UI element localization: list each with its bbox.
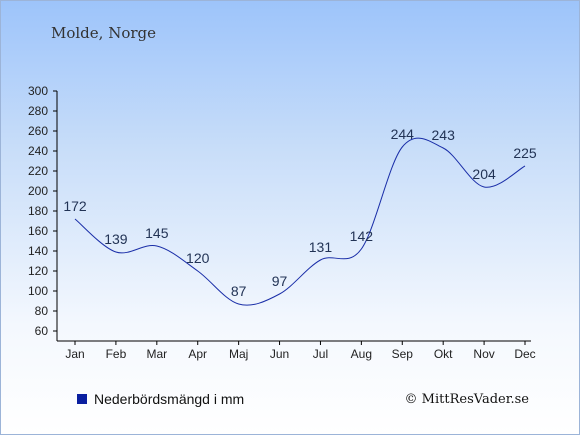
x-tick-label: Maj	[229, 347, 248, 361]
x-tick-label: Feb	[106, 347, 127, 361]
data-label: 139	[104, 231, 128, 247]
series-line	[74, 137, 526, 306]
y-tick-label: 100	[28, 284, 48, 298]
data-labels: 172 139 145 120 87 97 131 142 244 243 204 225	[63, 126, 537, 299]
data-label: 120	[186, 250, 210, 266]
data-label: 142	[350, 228, 374, 244]
data-label: 172	[63, 198, 87, 214]
x-tick-label: Aug	[351, 347, 372, 361]
y-tick-label: 60	[35, 324, 49, 338]
data-label: 131	[309, 239, 333, 255]
data-label: 244	[391, 126, 415, 142]
data-label: 243	[432, 127, 456, 143]
x-tick-label: Mar	[146, 347, 167, 361]
x-tick-label: Dec	[514, 347, 535, 361]
y-tick-label: 120	[28, 264, 48, 278]
y-tick-label: 140	[28, 244, 48, 258]
chart-title: Molde, Norge	[51, 24, 156, 42]
legend-swatch	[77, 394, 87, 404]
y-tick-label: 240	[28, 144, 48, 158]
copyright-text: © MittResVader.se	[405, 392, 530, 407]
x-tick-label: Apr	[188, 347, 207, 361]
y-axis-ticks: 60 80 100 120 140 160 180 200 220 240 260 280 300	[28, 84, 57, 338]
x-tick-label: Okt	[434, 347, 453, 361]
y-tick-label: 160	[28, 224, 48, 238]
y-tick-label: 180	[28, 204, 48, 218]
x-tick-label: Jun	[270, 347, 289, 361]
axes	[56, 91, 531, 342]
data-label: 97	[272, 273, 288, 289]
y-tick-label: 200	[28, 184, 48, 198]
data-label: 225	[513, 145, 537, 161]
y-tick-label: 260	[28, 124, 48, 138]
legend-label: Nederbördsmängd i mm	[94, 391, 244, 407]
x-axis-ticks: Jan Feb Mar Apr Maj Jun Jul Aug Sep Okt Nov Dec	[65, 341, 536, 361]
data-label: 145	[145, 225, 169, 241]
data-label: 87	[231, 283, 247, 299]
data-label: 204	[472, 166, 496, 182]
x-tick-label: Sep	[392, 347, 414, 361]
x-tick-label: Jul	[313, 347, 328, 361]
x-tick-label: Nov	[473, 347, 494, 361]
y-tick-label: 220	[28, 164, 48, 178]
y-tick-label: 280	[28, 104, 48, 118]
y-tick-label: 300	[28, 84, 48, 98]
y-tick-label: 80	[35, 304, 49, 318]
x-tick-label: Jan	[65, 347, 84, 361]
